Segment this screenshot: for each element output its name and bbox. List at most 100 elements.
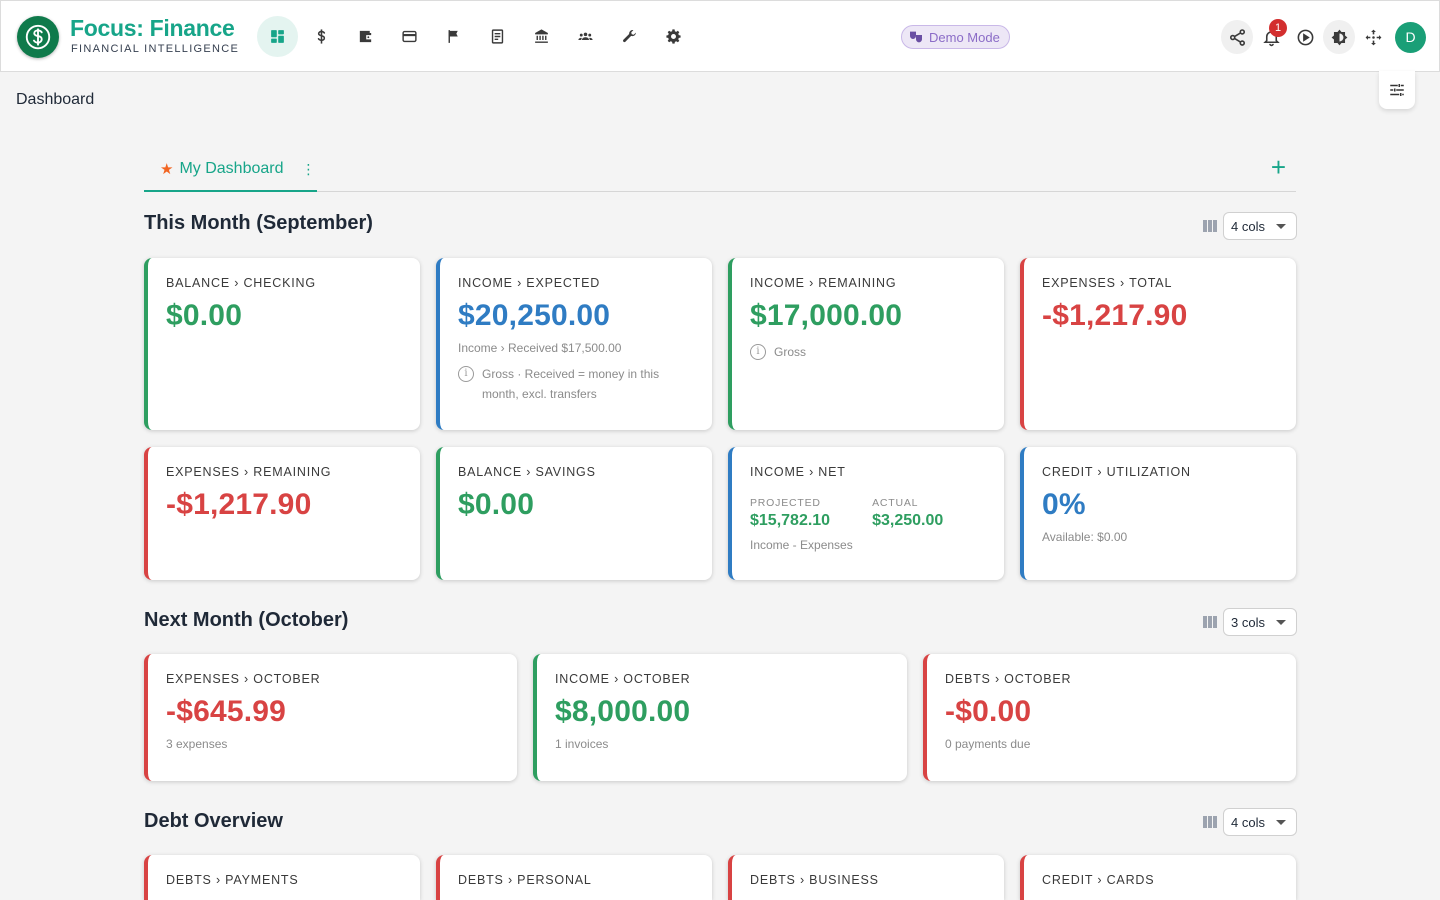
wallet-icon bbox=[359, 30, 372, 43]
card-value: $0.00 bbox=[458, 488, 535, 521]
card-subtext: Income › Received $17,500.00 bbox=[458, 341, 622, 355]
card-label: INCOME › NET bbox=[750, 465, 846, 479]
card-balance-checking[interactable]: BALANCE › CHECKING $0.00 bbox=[144, 258, 420, 430]
card-income-net[interactable]: INCOME › NET PROJECTED $15,782.10 ACTUAL… bbox=[728, 447, 1004, 580]
card-label: EXPENSES › OCTOBER bbox=[166, 672, 321, 686]
columns-select[interactable]: 4 cols bbox=[1223, 808, 1297, 836]
dashboard-settings-button[interactable] bbox=[1379, 71, 1415, 109]
main-nav bbox=[257, 16, 694, 57]
card-value: -$1,217.90 bbox=[1042, 299, 1188, 332]
card-income-remaining[interactable]: INCOME › REMAINING $17,000.00 i Gross bbox=[728, 258, 1004, 430]
projected-value: $15,782.10 bbox=[750, 512, 831, 529]
nav-banks[interactable] bbox=[521, 16, 562, 57]
more-vert-icon[interactable]: ⋮ bbox=[301, 160, 316, 177]
card-subtext: Available: $0.00 bbox=[1042, 530, 1128, 544]
tab-label: My Dashboard bbox=[179, 160, 284, 177]
card-value: 0% bbox=[1042, 488, 1086, 521]
card-subtext: 1 invoices bbox=[555, 737, 609, 751]
card-label: DEBTS › PAYMENTS bbox=[166, 873, 299, 887]
move-arrows-icon bbox=[1365, 29, 1381, 45]
notifications-button[interactable]: 1 bbox=[1255, 19, 1287, 54]
card-subtext: 3 expenses bbox=[166, 737, 228, 751]
theme-toggle-button[interactable] bbox=[1323, 20, 1355, 54]
card-debts-payments[interactable]: DEBTS › PAYMENTS bbox=[144, 855, 420, 900]
dashboard-tabs: ★ My Dashboard ⋮ + bbox=[144, 148, 1296, 192]
card-credit-utilization[interactable]: CREDIT › UTILIZATION 0% Available: $0.00 bbox=[1020, 447, 1296, 580]
page-title: Dashboard bbox=[16, 91, 95, 108]
caret-down-icon bbox=[1276, 223, 1286, 229]
share-button[interactable] bbox=[1221, 20, 1253, 54]
card-label: DEBTS › BUSINESS bbox=[750, 873, 879, 887]
card-debts-business[interactable]: DEBTS › BUSINESS bbox=[728, 855, 1004, 900]
nav-people[interactable] bbox=[565, 16, 606, 57]
card-expenses-remaining[interactable]: EXPENSES › REMAINING -$1,217.90 bbox=[144, 447, 420, 580]
nav-goals[interactable] bbox=[433, 16, 474, 57]
card-expenses-total[interactable]: EXPENSES › TOTAL -$1,217.90 bbox=[1020, 258, 1296, 430]
card-debts-personal[interactable]: DEBTS › PERSONAL bbox=[436, 855, 712, 900]
columns-icon bbox=[1203, 816, 1217, 828]
columns-select-value: 4 cols bbox=[1231, 218, 1265, 234]
card-label: BALANCE › SAVINGS bbox=[458, 465, 596, 479]
net-actual: ACTUAL $3,250.00 bbox=[872, 497, 943, 530]
tab-my-dashboard[interactable]: ★ My Dashboard ⋮ bbox=[144, 148, 317, 192]
columns-control: 4 cols bbox=[1203, 212, 1297, 240]
contrast-icon bbox=[1331, 29, 1347, 45]
wrench-icon bbox=[622, 30, 636, 43]
card-value: $20,250.00 bbox=[458, 299, 611, 332]
card-value: $17,000.00 bbox=[750, 299, 903, 332]
dashboard-icon bbox=[271, 30, 284, 43]
nav-wallet[interactable] bbox=[345, 16, 386, 57]
card-subtext: Income - Expenses bbox=[750, 538, 853, 552]
card-label: INCOME › EXPECTED bbox=[458, 276, 601, 290]
card-income-expected[interactable]: INCOME › EXPECTED $20,250.00 Income › Re… bbox=[436, 258, 712, 430]
caret-down-icon bbox=[1276, 819, 1286, 825]
columns-select-value: 3 cols bbox=[1231, 614, 1265, 630]
nav-tools[interactable] bbox=[609, 16, 650, 57]
card-credit-cards[interactable]: CREDIT › CARDS bbox=[1020, 855, 1296, 900]
move-layout-button[interactable] bbox=[1357, 20, 1389, 54]
theater-masks-icon bbox=[910, 31, 922, 43]
brand-subtitle: FINANCIAL INTELLIGENCE bbox=[71, 43, 240, 55]
columns-control: 4 cols bbox=[1203, 808, 1297, 836]
card-expenses-october[interactable]: EXPENSES › OCTOBER -$645.99 3 expenses bbox=[144, 654, 517, 781]
net-projected: PROJECTED $15,782.10 bbox=[750, 497, 830, 530]
demo-mode-badge[interactable]: Demo Mode bbox=[901, 25, 1010, 49]
top-app-bar: Focus: Finance FINANCIAL INTELLIGENCE bbox=[0, 0, 1440, 72]
nav-dashboard[interactable] bbox=[257, 16, 298, 57]
credit-card-icon bbox=[402, 30, 417, 43]
card-label: EXPENSES › TOTAL bbox=[1042, 276, 1173, 290]
card-value: $0.00 bbox=[166, 299, 243, 332]
net-split: PROJECTED $15,782.10 ACTUAL $3,250.00 bbox=[750, 497, 986, 530]
user-avatar[interactable]: D bbox=[1395, 21, 1426, 53]
card-value: -$1,217.90 bbox=[166, 488, 312, 521]
play-tour-button[interactable] bbox=[1289, 20, 1321, 54]
section-title-this-month: This Month (September) bbox=[144, 212, 373, 234]
card-note: i Gross bbox=[750, 342, 986, 362]
card-label: DEBTS › PERSONAL bbox=[458, 873, 592, 887]
nav-income[interactable] bbox=[301, 16, 342, 57]
nav-settings[interactable] bbox=[653, 16, 694, 57]
card-subtext: 0 payments due bbox=[945, 737, 1031, 751]
card-label: CREDIT › CARDS bbox=[1042, 873, 1155, 887]
card-label: DEBTS › OCTOBER bbox=[945, 672, 1072, 686]
card-value: -$645.99 bbox=[166, 695, 287, 728]
columns-select[interactable]: 4 cols bbox=[1223, 212, 1297, 240]
card-balance-savings[interactable]: BALANCE › SAVINGS $0.00 bbox=[436, 447, 712, 580]
columns-control: 3 cols bbox=[1203, 608, 1297, 636]
actual-label: ACTUAL bbox=[872, 497, 919, 509]
nav-cards[interactable] bbox=[389, 16, 430, 57]
add-tab-button[interactable]: + bbox=[1270, 152, 1286, 182]
card-debts-october[interactable]: DEBTS › OCTOBER -$0.00 0 payments due bbox=[923, 654, 1296, 781]
section-title-next-month: Next Month (October) bbox=[144, 609, 349, 631]
star-icon: ★ bbox=[160, 161, 174, 178]
logo-icon[interactable] bbox=[17, 16, 59, 58]
card-income-october[interactable]: INCOME › OCTOBER $8,000.00 1 invoices bbox=[533, 654, 907, 781]
card-note: i Gross · Received = money in this month… bbox=[458, 364, 694, 404]
info-icon: i bbox=[750, 344, 766, 360]
gear-icon bbox=[666, 29, 681, 44]
demo-mode-label: Demo Mode bbox=[929, 29, 1000, 45]
columns-select-value: 4 cols bbox=[1231, 814, 1265, 830]
nav-bills[interactable] bbox=[477, 16, 518, 57]
section-title-debt-overview: Debt Overview bbox=[144, 810, 283, 832]
columns-select[interactable]: 3 cols bbox=[1223, 608, 1297, 636]
